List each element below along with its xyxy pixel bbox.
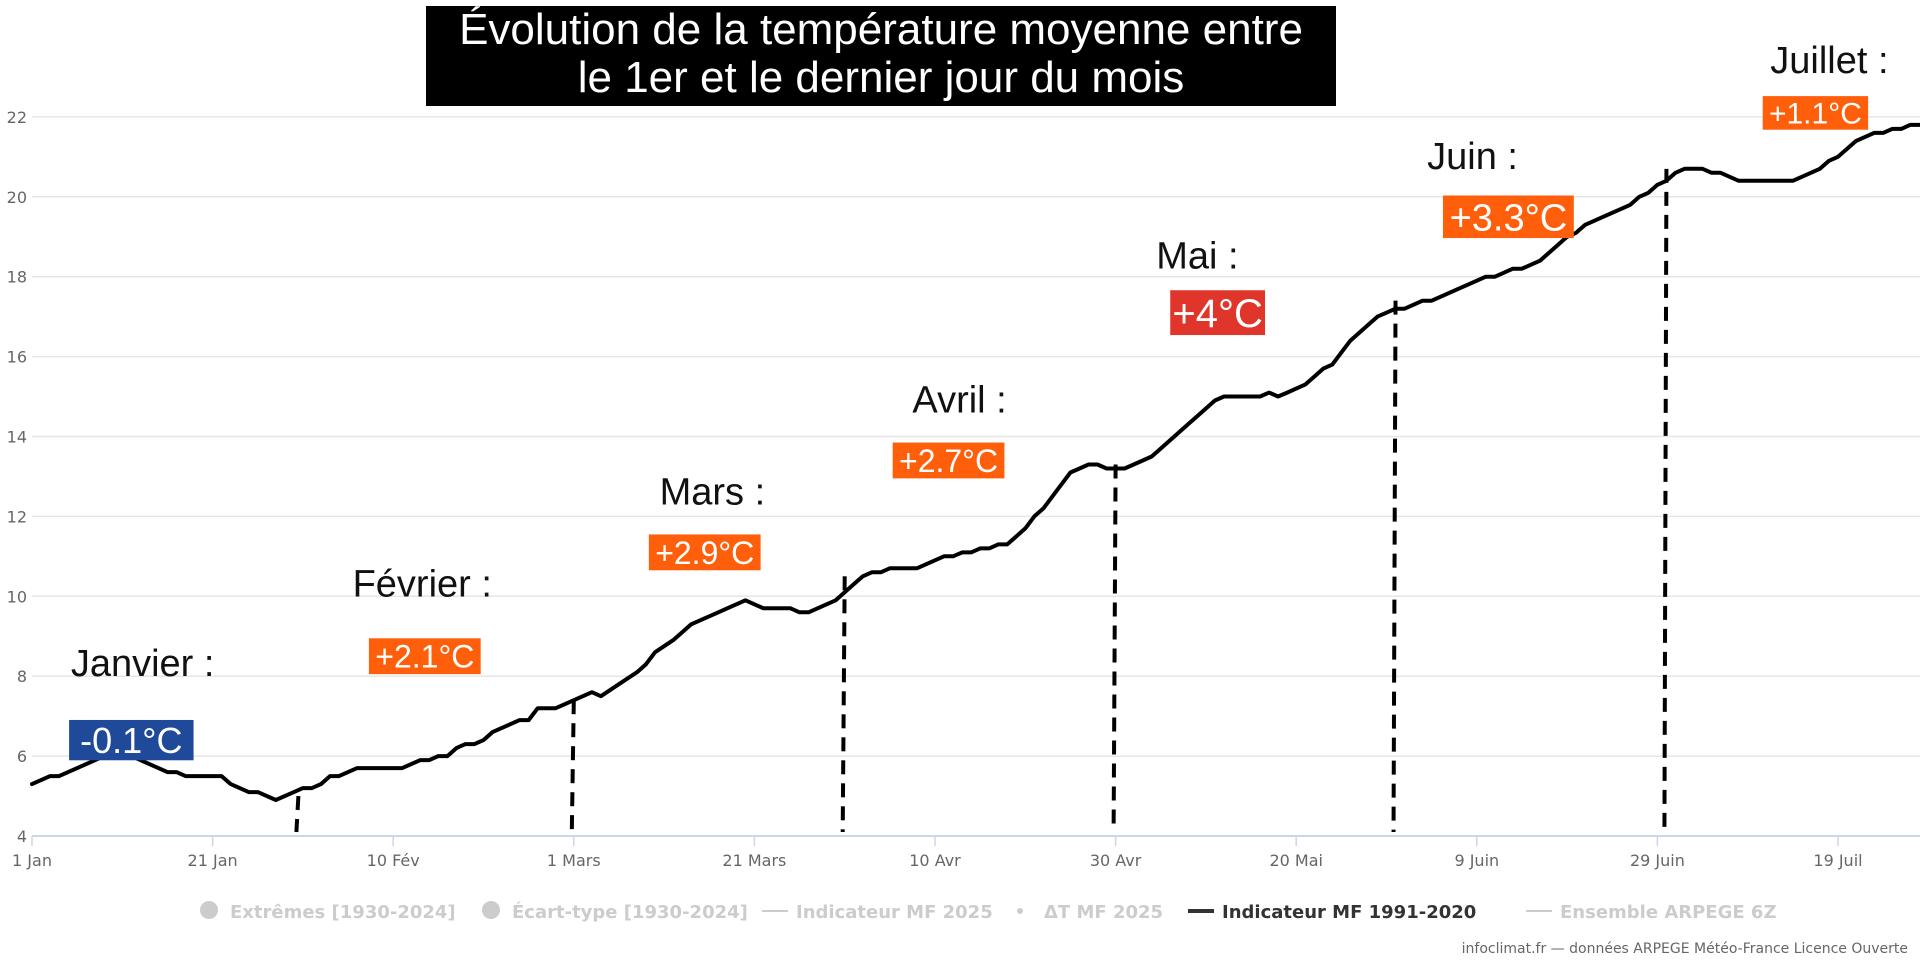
chart-title: Évolution de la température moyenne entr… [426,5,1336,106]
legend-label: Écart-type [1930-2024] [512,901,748,923]
x-tick-label: 1 Mars [547,851,601,870]
y-tick-label: 12 [7,507,27,526]
y-tick-label: 20 [7,188,27,207]
y-tick-label: 6 [17,747,27,766]
delta-badge [1762,96,1869,130]
y-tick-label: 18 [7,268,27,287]
month-boundary-marker [840,576,847,833]
y-tick-label: 10 [7,587,27,606]
legend: Extrêmes [1930-2024] Écart-type [1930-202… [200,901,1777,923]
title-line: le 1er et le dernier jour du mois [578,53,1185,102]
annotations: Janvier : -0.1°C Février : +2.1°C Mars : +2.9… [69,40,1889,761]
legend-item[interactable]: ΔT MF 2025 [1017,902,1163,923]
month-boundary-marker [1662,168,1669,833]
y-tick-label: 14 [7,428,27,447]
legend-item[interactable]: Indicateur MF 2025 [762,902,993,923]
delta-badge [368,638,481,675]
delta-badge [1442,195,1574,239]
legend-label: Indicateur MF 1991-2020 [1222,902,1476,923]
month-markers [294,168,1669,833]
legend-item[interactable]: Ensemble ARPEGE 6Z [1526,902,1777,923]
y-tick-label: 4 [17,827,27,846]
series-line-indicateur-mf-1991-2020 [30,122,1920,802]
x-tick-label: 20 Mai [1269,851,1323,870]
y-tick-label: 22 [7,108,27,127]
credit-text: infoclimat.fr — données ARPEGE Météo-Fra… [1462,941,1908,957]
legend-label: Extrêmes [1930-2024] [230,902,456,923]
month-label: Juillet : [1770,40,1888,82]
month-label: Mai : [1156,236,1238,278]
delta-badge [892,442,1005,479]
y-tick-label: 16 [7,348,27,367]
month-label: Juin : [1427,136,1518,178]
delta-badge-text: +4°C [1172,292,1263,336]
legend-item[interactable]: Extrêmes [1930-2024] [200,901,456,923]
delta-badge-text: +2.1°C [375,639,474,675]
month-boundary-marker [569,700,576,833]
title-line: Évolution de la température moyenne entr… [459,5,1303,54]
delta-badge [69,719,194,761]
title-background [426,6,1336,106]
axes: 4 6 8 10 12 14 16 18 20 22 1 Jan 21 Jan 10 Fév 1 Mars… [7,108,1920,870]
delta-badge-text: +1.1°C [1769,98,1862,131]
delta-badge [1170,290,1266,336]
x-tick-label: 21 Mars [722,851,786,870]
month-label: Avril : [912,380,1006,422]
y-tick-label: 8 [17,667,27,686]
legend-label: Indicateur MF 2025 [796,902,993,923]
x-tick-label: 1 Jan [12,851,52,870]
x-tick-label: 21 Jan [188,851,238,870]
month-boundary-marker [1391,300,1398,833]
x-tick-label: 9 Juin [1454,851,1499,870]
credit: infoclimat.fr — données ARPEGE Météo-Fra… [1462,941,1908,957]
legend-label: ΔT MF 2025 [1044,902,1163,923]
x-tick-label: 10 Fév [367,851,420,870]
x-tick-label: 19 Juil [1813,851,1862,870]
legend-circle-icon [200,901,218,919]
series [30,122,1920,802]
grid [32,116,1920,757]
legend-label: Ensemble ARPEGE 6Z [1560,902,1777,923]
month-boundary-marker [1111,464,1118,833]
month-label: Février : [353,563,492,605]
legend-circle-icon [482,901,500,919]
delta-badge-text: +2.9°C [655,535,754,571]
month-boundary-marker [294,795,301,833]
delta-badge [648,534,761,571]
x-tick-label: 29 Juin [1630,851,1685,870]
x-tick-label: 30 Avr [1090,851,1142,870]
month-label: Janvier : [71,643,215,685]
legend-item[interactable]: Indicateur MF 1991-2020 [1188,902,1476,923]
legend-dot-icon [1017,908,1023,914]
delta-badge-text: +2.7°C [899,443,998,479]
delta-badge-text: +3.3°C [1450,197,1568,239]
month-label: Mars : [660,471,766,513]
x-tick-label: 10 Avr [909,851,961,870]
delta-badge-text: -0.1°C [80,720,182,761]
legend-item[interactable]: Écart-type [1930-2024] [482,901,748,923]
